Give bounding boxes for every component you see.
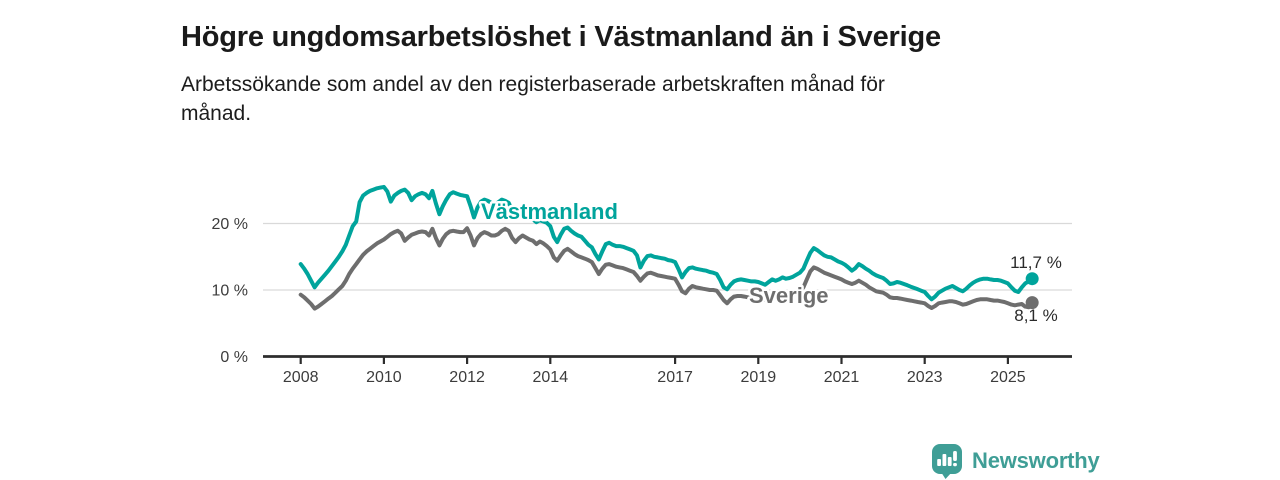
x-tick-label-2014: 2014: [533, 369, 569, 386]
chart-subtitle: Arbetssökande som andel av den registerb…: [181, 70, 885, 128]
subtitle-line-2: månad.: [181, 102, 252, 125]
end-value-label-sverige: 8,1 %: [1014, 306, 1057, 325]
x-tick-label-2023: 2023: [907, 369, 943, 386]
bar-chart-speech-bubble-icon: [932, 444, 962, 479]
x-tick-label-2008: 2008: [283, 369, 319, 386]
x-tick-label-2019: 2019: [741, 369, 777, 386]
series-line-sverige: [298, 226, 1035, 311]
subtitle-line-1: Arbetssökande som andel av den registerb…: [181, 73, 885, 96]
series-line-vastmanland: [298, 184, 1035, 302]
x-tick-label-2021: 2021: [824, 369, 860, 386]
end-dot-vastmanland: [1025, 272, 1039, 286]
page-title: Högre ungdomsarbetslöshet i Västmanland …: [181, 21, 941, 54]
newsworthy-logo: Newsworthy: [931, 443, 1100, 479]
end-value-label-vastmanland: 11,7 %: [1010, 253, 1062, 272]
newsworthy-logo-text: Newsworthy: [972, 448, 1100, 473]
x-tick-label-2012: 2012: [449, 369, 485, 386]
series-label-vastmanland: Västmanland: [481, 199, 618, 224]
y-tick-label-0: 0 %: [220, 349, 248, 366]
y-tick-label-20: 20 %: [212, 216, 248, 233]
y-tick-label-10: 10 %: [212, 283, 248, 300]
x-tick-label-2017: 2017: [657, 369, 693, 386]
x-tick-label-2010: 2010: [366, 369, 402, 386]
x-tick-label-2025: 2025: [990, 369, 1026, 386]
series-label-sverige: Sverige: [749, 283, 829, 308]
end-dot-sverige: [1025, 296, 1039, 310]
